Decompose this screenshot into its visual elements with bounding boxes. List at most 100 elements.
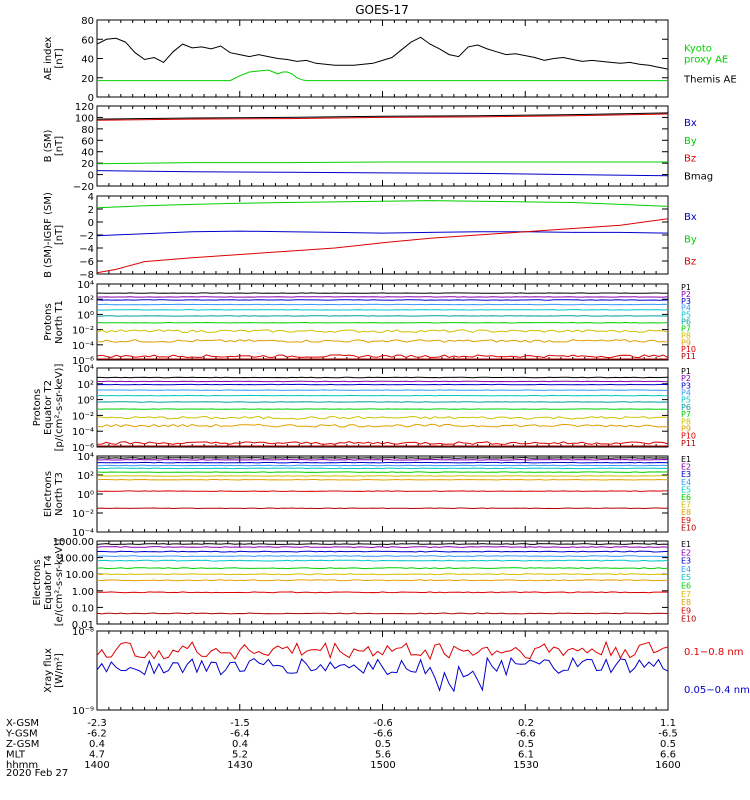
legend-entry: E10 (681, 523, 696, 532)
y-axis-label: [nT] (54, 225, 65, 245)
series-line (96, 478, 668, 481)
panel-frame (96, 19, 669, 98)
legend-entry: 0.1−0.8 nm (684, 647, 743, 658)
series-line (96, 507, 669, 510)
y-tick-label: 0 (88, 218, 94, 229)
x-axis-value: 1600 (655, 760, 680, 771)
y-tick-label: 100.00 (59, 554, 94, 565)
y-axis-label: Electrons (43, 471, 54, 517)
series-line (97, 461, 669, 464)
legend-entry: 0.05−0.4 nm (684, 685, 750, 696)
x-axis-value: 5.2 (232, 750, 248, 761)
legend-entry: P10 (681, 432, 696, 441)
series-line (96, 309, 669, 311)
y-axis-label: Electrons (32, 559, 43, 605)
series-line (97, 475, 668, 477)
y-tick-label: 0.10 (72, 603, 94, 614)
panel-3: −8 −6 −4 −2 0 2 4 B (SM)-IGRF (SM) [nT] Bx By Bz (43, 192, 697, 281)
series-line (96, 559, 669, 562)
series-line (97, 376, 669, 379)
y-tick-label: 10⁻² (72, 326, 94, 337)
legend-entry: P1 (681, 367, 691, 376)
y-tick-label: −6 (79, 257, 94, 268)
legend-entry: P11 (681, 352, 696, 361)
panel-frame (96, 455, 669, 533)
legend-entry: P2 (681, 290, 691, 299)
series-line (96, 546, 669, 549)
x-axis-value: 0.2 (518, 718, 534, 729)
legend-entry: Bx (684, 118, 697, 129)
y-tick-label: 10⁴ (77, 452, 94, 463)
y-tick-label: 1000.00 (53, 537, 94, 548)
series-line (96, 555, 668, 558)
legend-entry: P9 (681, 338, 691, 347)
y-tick-label: 10⁻⁶ (72, 443, 94, 454)
series-line (96, 354, 669, 359)
x-axis-value: -6.4 (230, 729, 250, 740)
x-axis-value: -2.3 (87, 718, 107, 729)
legend-entry: P8 (681, 331, 691, 340)
plot-title: GOES-17 (355, 3, 409, 17)
legend-entry: P6 (681, 318, 691, 327)
y-tick-label: 0 (88, 93, 94, 104)
y-axis-label: [nT] (54, 136, 65, 156)
legend-entry: P6 (681, 403, 691, 412)
series-line (96, 218, 669, 274)
panel-frame (96, 630, 669, 711)
legend-entry: P11 (681, 439, 696, 448)
y-tick-label: 10⁻⁶ (72, 356, 94, 367)
y-tick-label: 10⁴ (77, 364, 94, 375)
series-line (96, 543, 669, 546)
y-axis-label: North T3 (54, 472, 65, 516)
series-line (96, 401, 669, 403)
y-axis-label: North T1 (54, 300, 65, 344)
x-axis-value: 0.4 (89, 739, 105, 750)
legend-entry: E1 (681, 540, 691, 549)
legend-entry: P8 (681, 417, 691, 426)
y-tick-label: 60 (81, 35, 94, 46)
series-line (96, 339, 669, 343)
legend-entry: P1 (681, 283, 691, 292)
y-tick-label: 4 (88, 192, 94, 203)
y-tick-label: 120 (75, 102, 94, 113)
legend-entry: E8 (681, 598, 691, 607)
legend-entry: Bx (684, 212, 697, 223)
legend-entry: E4 (681, 478, 691, 487)
legend-entry: P2 (681, 374, 691, 383)
y-axis-label: [e/(cm²-s-sr-keV)] (54, 539, 65, 627)
y-axis-label: Xray flux (43, 648, 54, 693)
y-tick-label: 40 (81, 55, 94, 66)
y-tick-label: 20 (81, 159, 94, 170)
y-tick-label: 10⁻⁴ (72, 341, 94, 352)
series-line (96, 567, 669, 570)
series-line (96, 299, 669, 301)
panel-frame (96, 195, 669, 275)
legend-entry: E3 (681, 470, 691, 479)
y-tick-label: 100 (75, 113, 94, 124)
series-line (96, 591, 669, 594)
legend-entry: Bz (684, 257, 696, 268)
legend-entry: Themis AE (683, 75, 737, 86)
legend-entry: E6 (681, 582, 691, 591)
series-line (96, 389, 669, 391)
y-axis-label: [W/m²] (54, 653, 65, 688)
y-tick-label: 10⁴ (77, 280, 94, 291)
x-axis-value: -6.5 (658, 729, 678, 740)
x-axis-labels: X-GSM -2.3 -1.5 -0.6 0.2 1.1 Y-GSM -6.2 -6.4 -6.6… (5, 718, 681, 771)
legend-entry: E7 (681, 590, 691, 599)
x-axis-row-label: X-GSM (6, 718, 39, 729)
legend-entry: Kyoto (684, 44, 712, 55)
y-tick-label: 10² (77, 380, 94, 391)
y-tick-label: 10⁻⁹ (72, 706, 94, 717)
panel-frame (96, 540, 669, 625)
y-tick-label: 40 (81, 148, 94, 159)
legend-entry: E3 (681, 557, 691, 566)
series-line (96, 550, 669, 553)
series-line (96, 200, 669, 209)
y-tick-label: 10⁰ (77, 396, 94, 407)
y-tick-label: 10² (77, 471, 94, 482)
x-axis-value: -6.6 (516, 729, 536, 740)
series-line (96, 161, 668, 165)
